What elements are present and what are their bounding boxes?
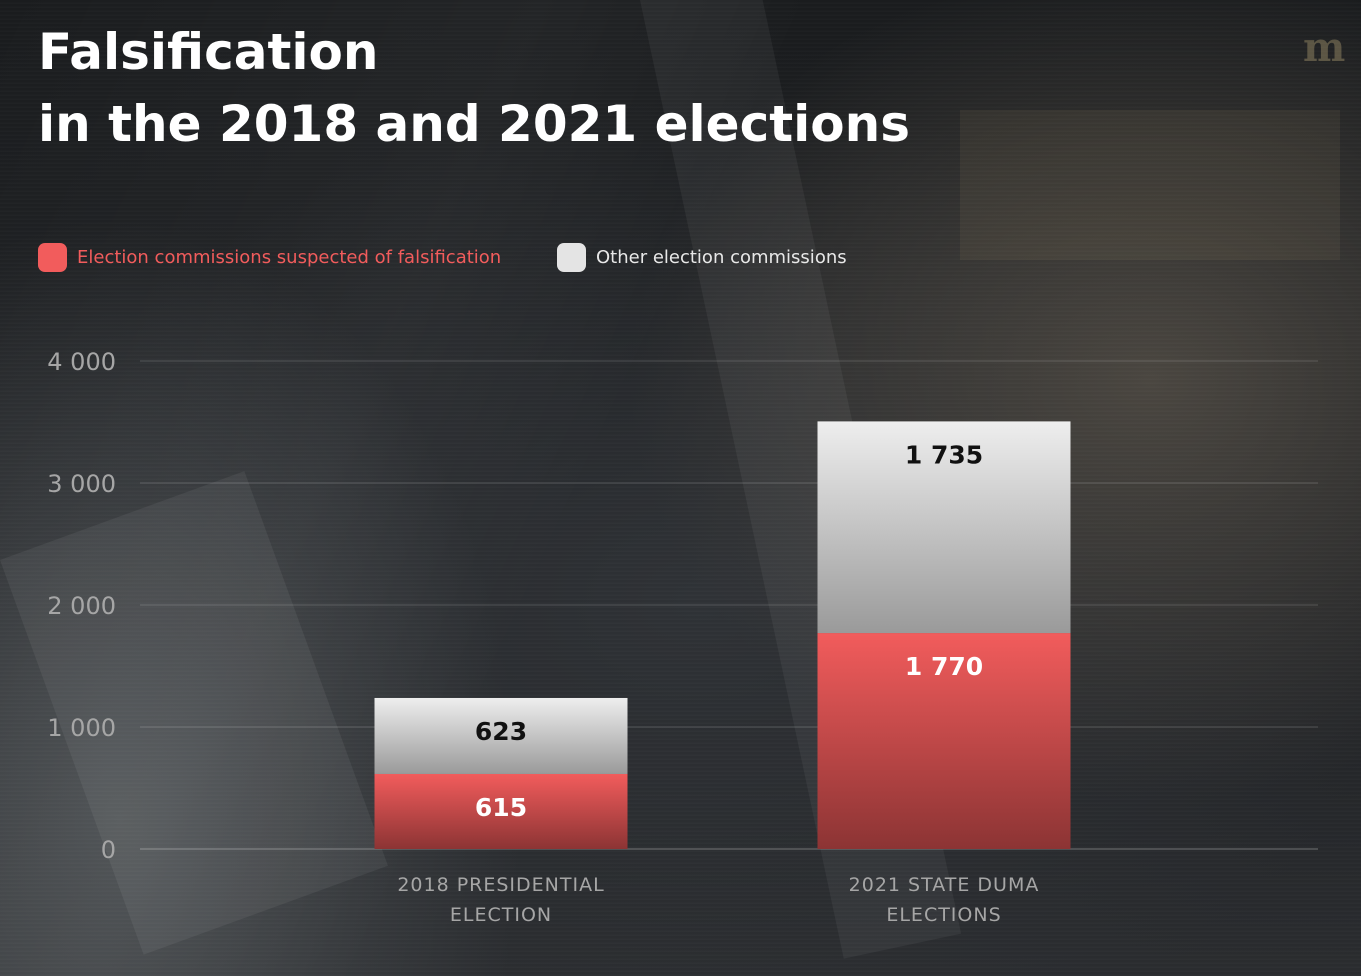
bars — [374, 421, 1071, 849]
legend-swatch-falsified — [38, 243, 67, 272]
data-label-falsified: 615 — [475, 793, 527, 822]
y-tick-label: 3 000 — [47, 470, 116, 498]
legend-item-other: Other election commissions — [557, 243, 847, 272]
y-tick-label: 4 000 — [47, 348, 116, 376]
data-label-other: 623 — [475, 717, 527, 746]
bar-other — [374, 697, 628, 774]
legend-item-falsified: Election commissions suspected of falsif… — [38, 243, 501, 272]
chart-title: Falsification — [38, 23, 379, 81]
x-category-label: 2021 STATE DUMA — [849, 874, 1040, 896]
y-tick-label: 2 000 — [47, 592, 116, 620]
legend-label-falsified: Election commissions suspected of falsif… — [77, 247, 502, 268]
data-label-other: 1 735 — [905, 440, 983, 469]
bar-other — [817, 421, 1071, 634]
x-category-label: ELECTIONS — [886, 904, 1001, 926]
x-category-label: 2018 PRESIDENTIAL — [397, 874, 604, 896]
y-tick-label: 0 — [101, 836, 116, 864]
legend-label-other: Other election commissions — [596, 247, 847, 268]
bar-falsified — [374, 773, 628, 849]
y-tick-label: 1 000 — [47, 714, 116, 742]
brand-logo: m — [1303, 24, 1345, 71]
x-category-label: ELECTION — [450, 904, 552, 926]
chart-subtitle: in the 2018 and 2021 elections — [38, 95, 910, 153]
data-labels: 615 623 1 770 1 735 — [475, 440, 983, 822]
y-axis-ticks: 0 1 000 2 000 3 000 4 000 — [47, 348, 116, 864]
bar-falsified — [817, 633, 1071, 849]
x-axis-categories: 2018 PRESIDENTIAL ELECTION 2021 STATE DUMA… — [397, 874, 1040, 926]
grid-lines — [140, 360, 1318, 850]
legend-swatch-other — [557, 243, 586, 272]
data-label-falsified: 1 770 — [905, 652, 983, 681]
